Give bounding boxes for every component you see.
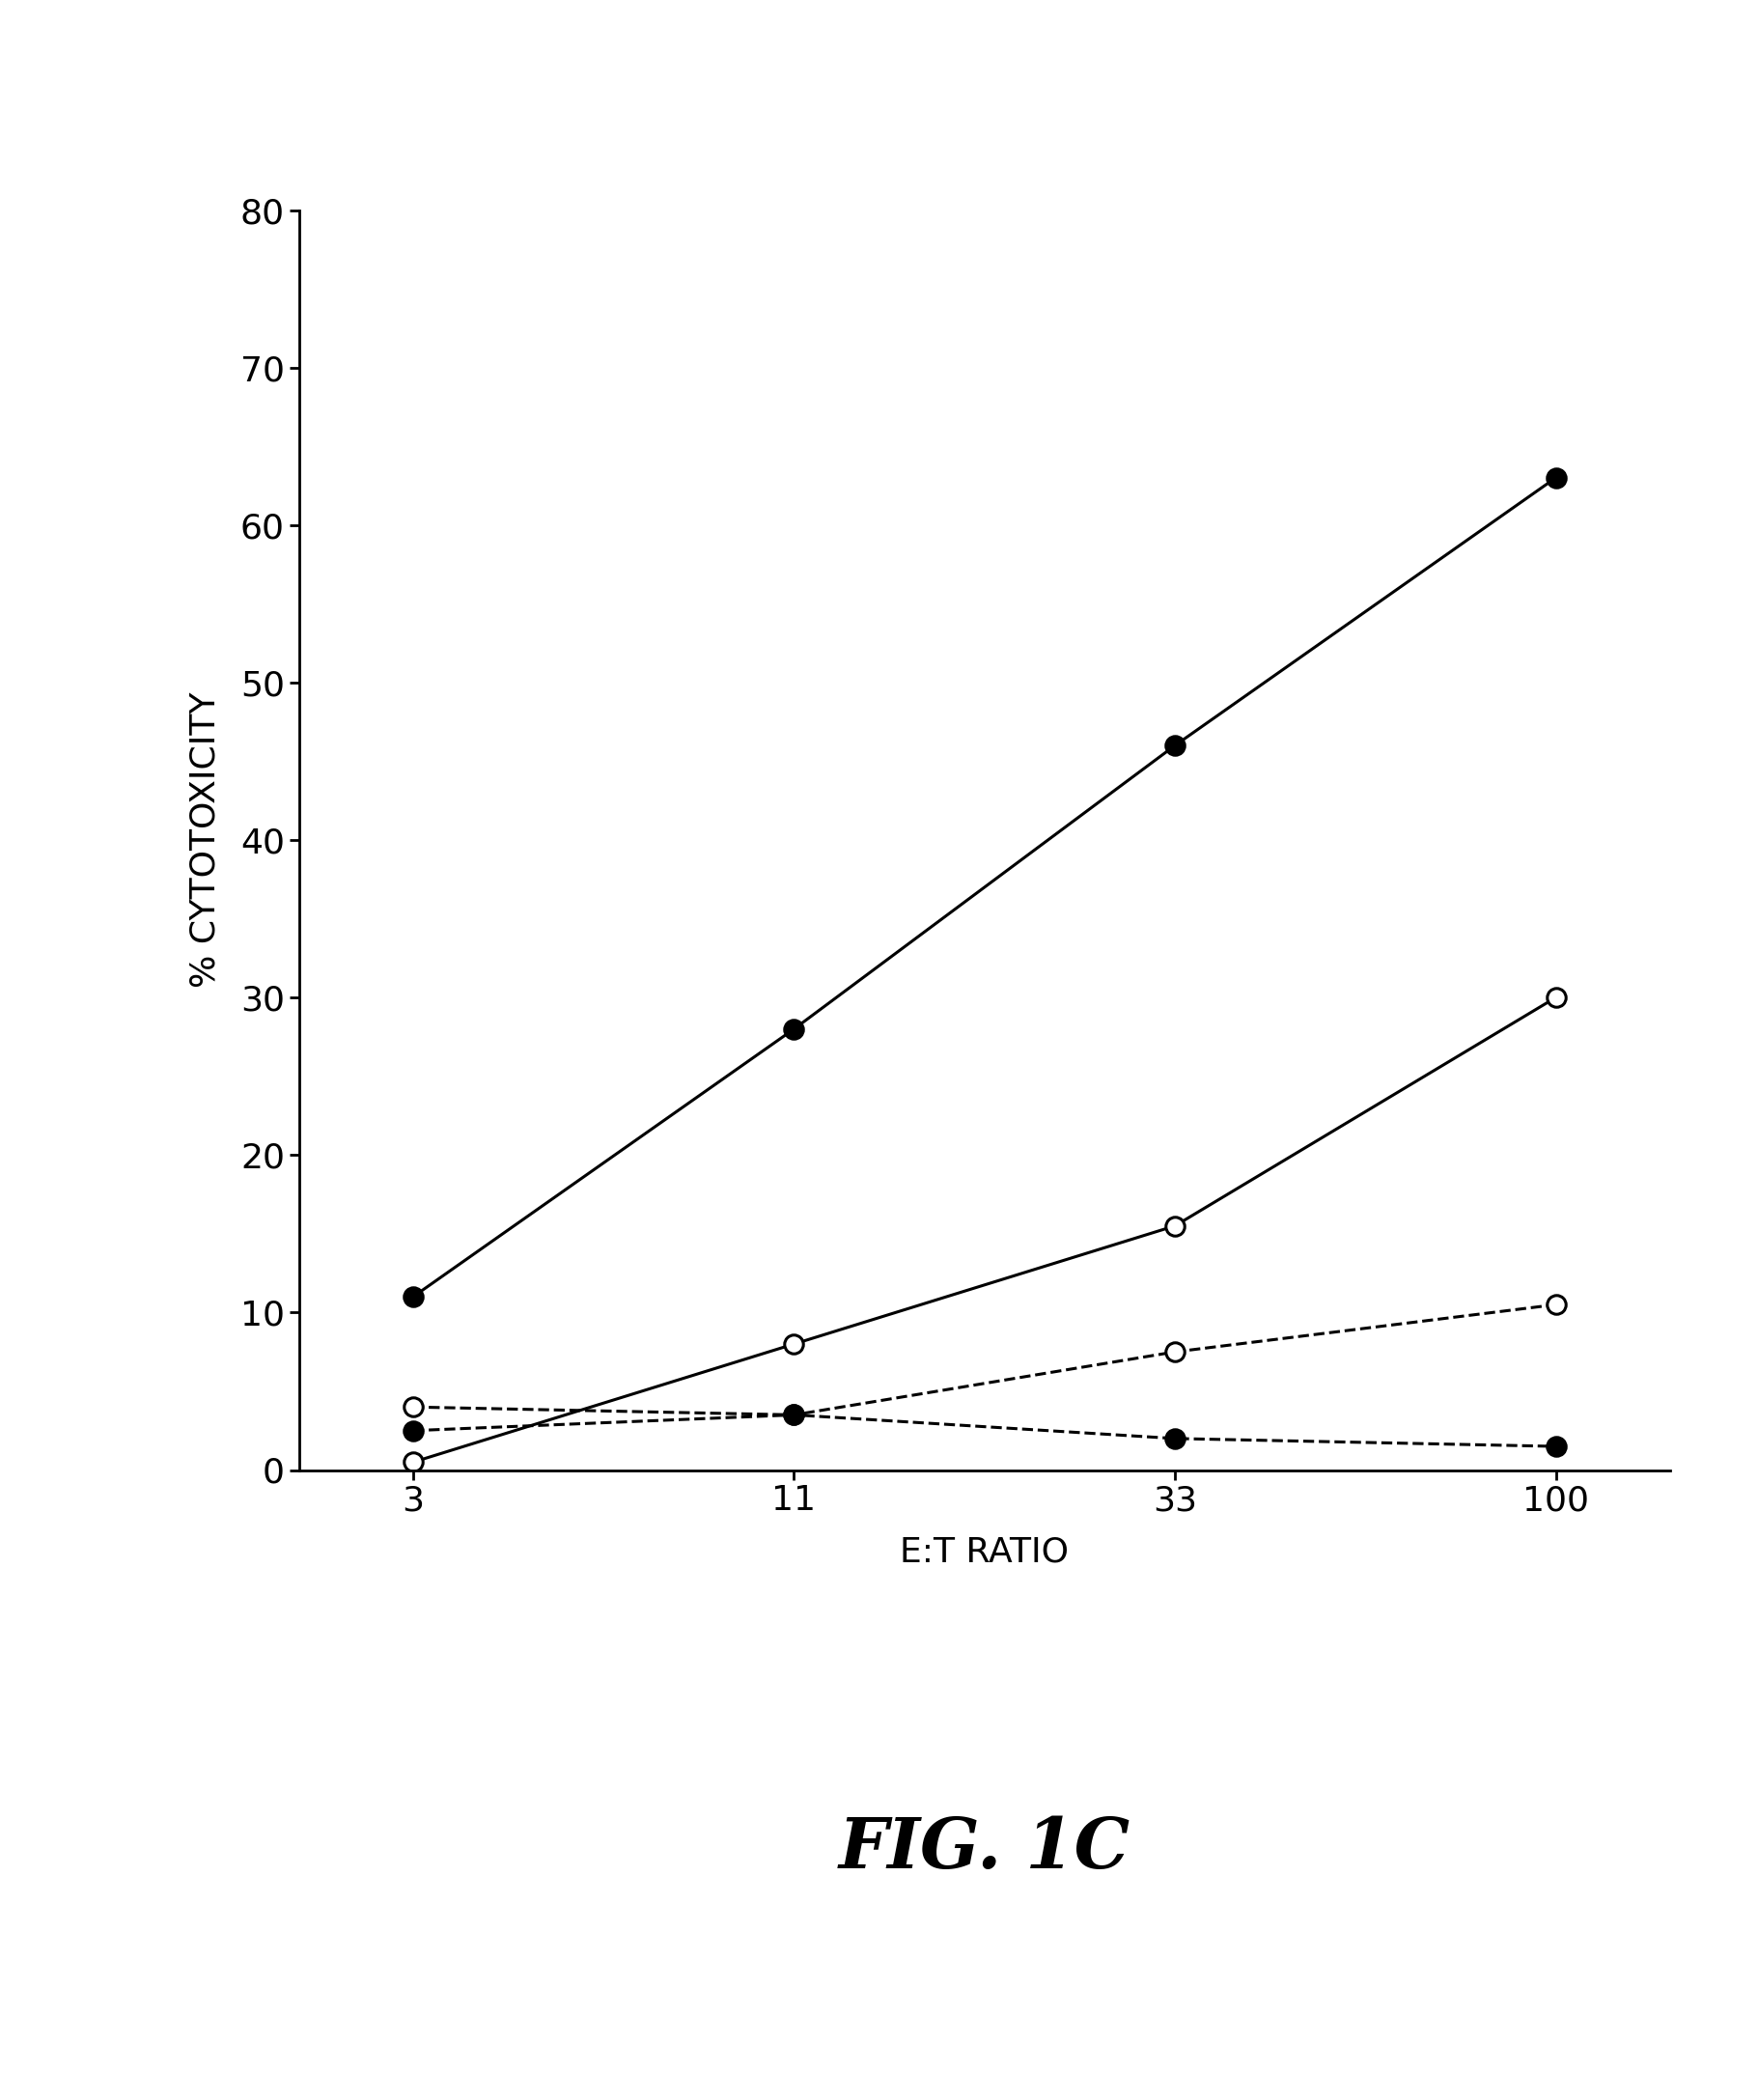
- Text: FIG. 1C: FIG. 1C: [839, 1814, 1130, 1882]
- Y-axis label: % CYTOTOXICITY: % CYTOTOXICITY: [188, 693, 222, 987]
- X-axis label: E:T RATIO: E:T RATIO: [900, 1535, 1069, 1569]
